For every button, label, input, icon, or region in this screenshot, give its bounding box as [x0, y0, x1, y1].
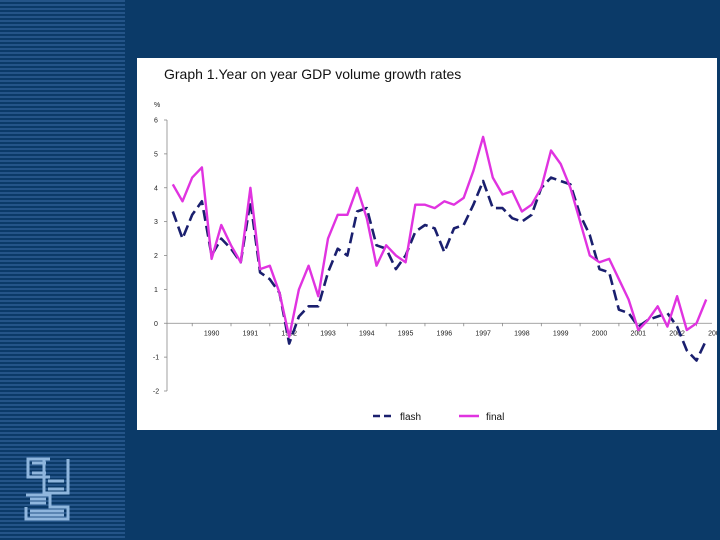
x-tick-label: 1994: [359, 330, 375, 337]
y-tick-label: 5: [154, 151, 158, 158]
x-tick-label: 1990: [204, 330, 220, 337]
y-tick-label: 6: [154, 118, 158, 125]
y-tick-label: 0: [154, 321, 158, 328]
y-tick-label: 1: [154, 287, 158, 294]
series-line-flash: [171, 176, 708, 362]
legend-label-final: final: [486, 412, 504, 423]
x-tick-label: 2002: [669, 330, 685, 337]
y-tick-label: -1: [153, 355, 159, 362]
y-axis-unit-label: %: [154, 102, 160, 109]
x-tick-label: 1993: [320, 330, 336, 337]
x-tick-label: 2003: [708, 330, 717, 337]
series-line-final: [171, 135, 708, 338]
x-tick-label: 2001: [631, 330, 647, 337]
x-tick-label: 1991: [243, 330, 259, 337]
y-tick-label: 2: [154, 253, 158, 260]
x-tick-label: 1999: [553, 330, 569, 337]
x-tick-label: 2000: [592, 330, 608, 337]
chart-title: Graph 1.Year on year GDP volume growth r…: [164, 66, 461, 82]
legend-label-flash: flash: [400, 412, 421, 423]
x-tick-label: 1995: [398, 330, 414, 337]
x-tick-label: 1997: [475, 330, 491, 337]
decorative-stripe-band: [0, 0, 125, 540]
y-tick-label: 3: [154, 219, 158, 226]
x-tick-label: 1996: [437, 330, 453, 337]
x-tick-label: 1998: [514, 330, 530, 337]
y-tick-label: -2: [153, 389, 159, 396]
chart-panel: Graph 1.Year on year GDP volume growth r…: [137, 58, 717, 430]
y-tick-label: 4: [154, 185, 158, 192]
cbs-logo-icon: [24, 457, 70, 521]
gdp-line-chart: Graph 1.Year on year GDP volume growth r…: [153, 66, 717, 423]
